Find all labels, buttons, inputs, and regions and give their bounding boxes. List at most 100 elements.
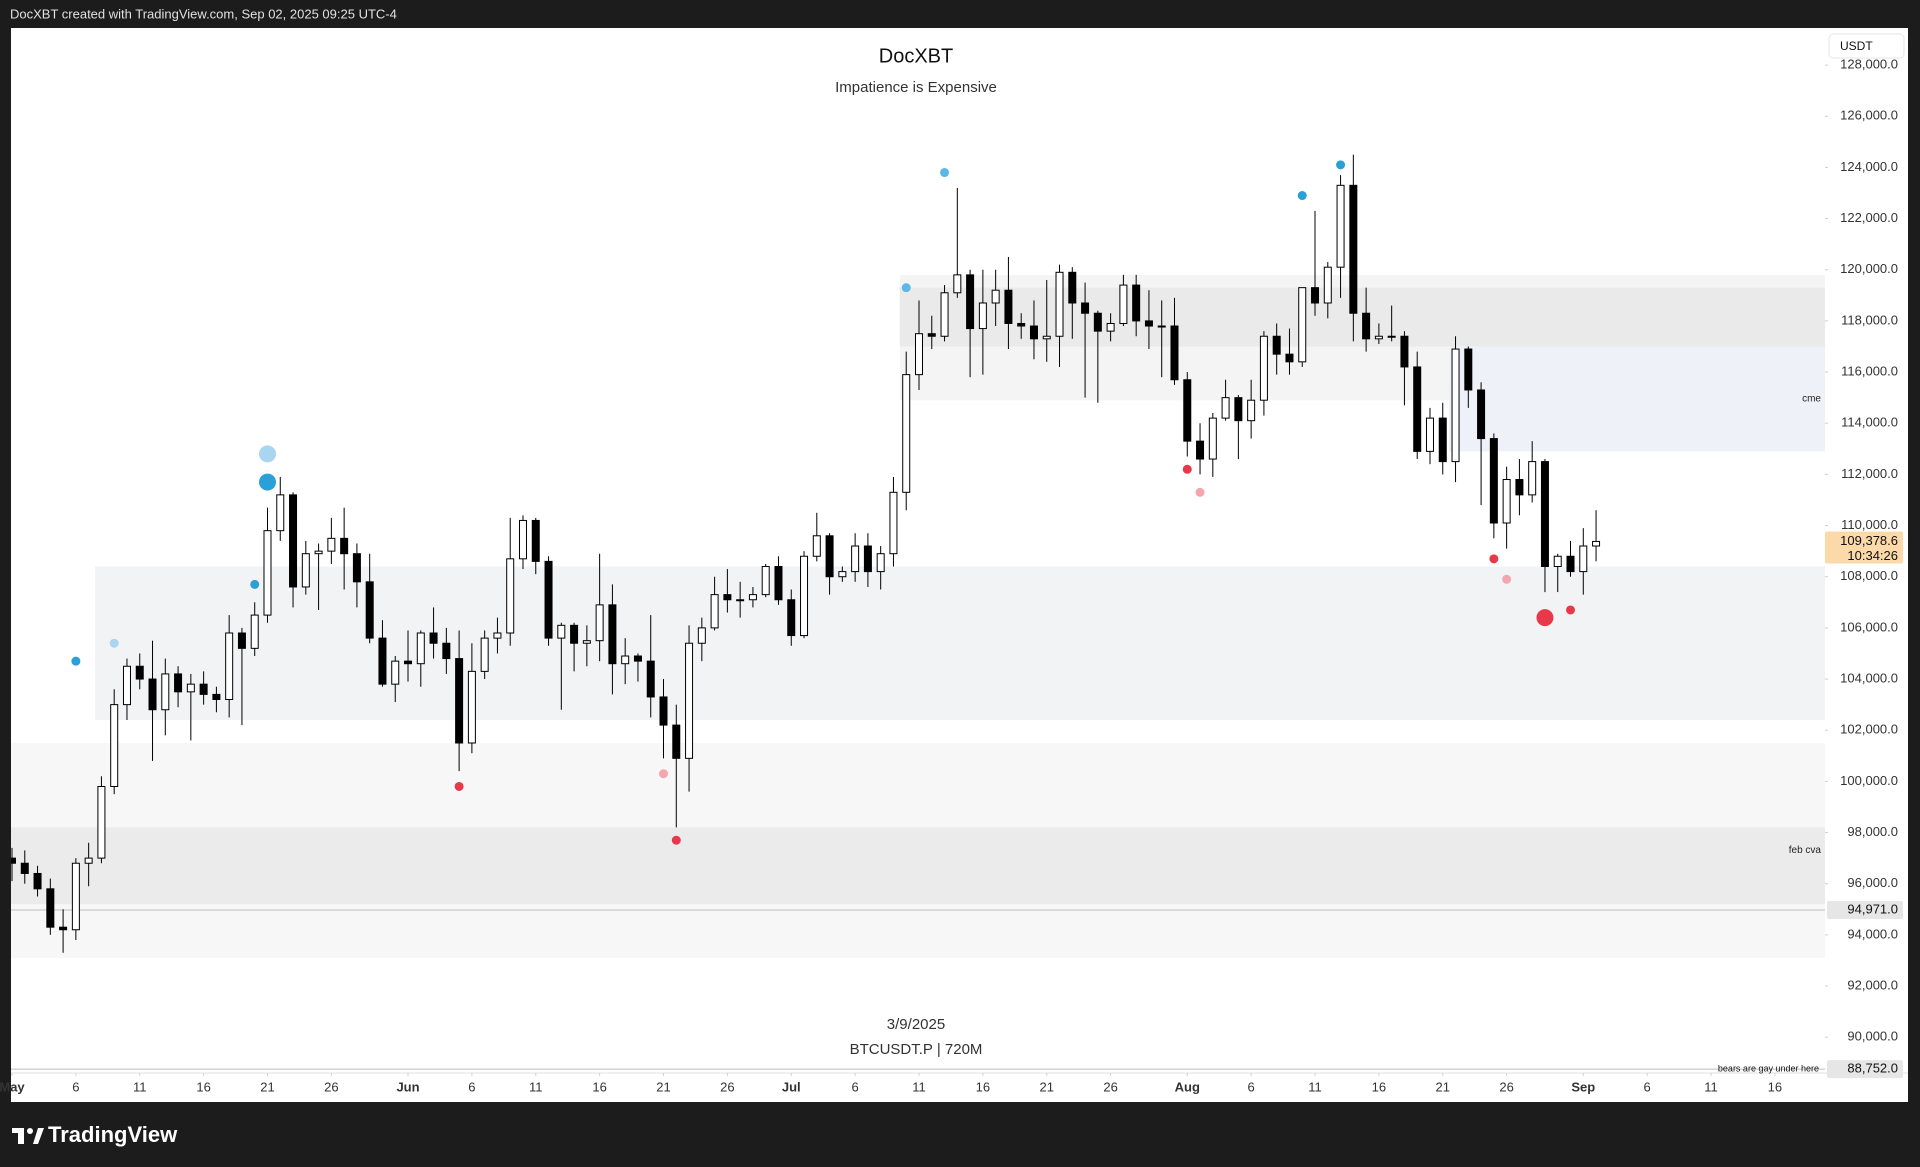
- candle-body: [314, 550, 323, 555]
- candle-body: [1183, 379, 1192, 442]
- candle-body: [1055, 271, 1064, 337]
- candle-body: [1017, 322, 1026, 327]
- y-tick-label: 122,000.0: [1840, 210, 1898, 225]
- candle-body: [480, 637, 489, 672]
- x-tick-label: 6: [852, 1079, 859, 1094]
- x-tick-label: 26: [324, 1079, 338, 1094]
- x-tick-label: 26: [1499, 1079, 1513, 1094]
- x-tick-label: 26: [1103, 1079, 1117, 1094]
- candle-body: [1579, 545, 1588, 573]
- candle-body: [889, 491, 898, 555]
- candle-body: [237, 632, 246, 649]
- signal-dot: [71, 656, 81, 666]
- candle-body: [1221, 397, 1230, 419]
- candle-body: [1157, 325, 1166, 328]
- candle-body: [1425, 417, 1434, 452]
- candle-body: [697, 627, 706, 644]
- x-tick-label: 16: [1372, 1079, 1386, 1094]
- zone: [1449, 346, 1825, 452]
- candle-body: [1464, 348, 1473, 391]
- level-label: 94,971.0: [1847, 901, 1898, 916]
- candle-body: [1132, 284, 1141, 322]
- candle-body: [1119, 284, 1128, 324]
- x-tick-label: 11: [529, 1079, 543, 1094]
- candle-body: [1029, 325, 1038, 340]
- logo-shape: [18, 1128, 24, 1144]
- candle-body: [1247, 399, 1256, 422]
- candle-body: [557, 624, 566, 639]
- logo-shape: [33, 1128, 44, 1144]
- candle-body: [1515, 479, 1524, 496]
- symbol-label: BTCUSDT.P | 720M: [850, 1041, 983, 1058]
- candle-body: [1311, 287, 1320, 304]
- candle-body: [1553, 555, 1562, 567]
- candle-body: [186, 683, 195, 693]
- candle-body: [672, 724, 681, 759]
- header-text: DocXBT created with TradingView.com, Sep…: [10, 6, 397, 21]
- candle-body: [978, 302, 987, 330]
- y-tick-label: 124,000.0: [1840, 159, 1898, 174]
- y-tick-label: 100,000.0: [1840, 773, 1898, 788]
- signal-dot: [1195, 487, 1205, 497]
- x-tick-label: 21: [1040, 1079, 1054, 1094]
- level-box: [1827, 1060, 1903, 1079]
- candle-body: [467, 670, 476, 744]
- watermark-date: 3/9/2025: [887, 1016, 945, 1033]
- candle-body: [110, 704, 119, 787]
- signal-dot: [1566, 605, 1576, 615]
- candle-body: [633, 655, 642, 662]
- level-note: bears are gay under here: [1718, 1063, 1819, 1073]
- x-tick-label: Sep: [1571, 1079, 1595, 1094]
- candle-body: [455, 658, 464, 744]
- candle-body: [1387, 335, 1396, 338]
- x-tick-label: 11: [1308, 1079, 1322, 1094]
- candle-body: [250, 614, 259, 649]
- x-tick-label: 21: [260, 1079, 274, 1094]
- candle-body: [276, 494, 285, 532]
- currency-box: [1828, 33, 1905, 59]
- candle-body: [33, 872, 42, 890]
- candle-body: [646, 660, 655, 698]
- signal-dot: [671, 835, 681, 845]
- candle-body: [1451, 348, 1460, 463]
- y-tick-label: 126,000.0: [1840, 108, 1898, 123]
- candle-body: [1400, 335, 1409, 368]
- candle-body: [429, 632, 438, 644]
- x-tick-label: 16: [976, 1079, 990, 1094]
- candle-body: [1093, 312, 1102, 332]
- candle-body: [1068, 271, 1077, 304]
- x-tick-label: 6: [1248, 1079, 1255, 1094]
- signal-dot: [659, 769, 669, 779]
- signal-dot: [1182, 464, 1192, 474]
- candle-body: [940, 292, 949, 337]
- x-tick-label: Jul: [782, 1079, 801, 1094]
- candle-body: [1144, 320, 1153, 327]
- candle-body: [378, 637, 387, 685]
- candle-body: [506, 558, 515, 634]
- x-tick-label: 16: [592, 1079, 606, 1094]
- candle-body: [20, 862, 29, 874]
- x-tick-label: 11: [133, 1079, 147, 1094]
- y-tick-label: 94,000.0: [1847, 926, 1898, 941]
- candle-body: [774, 565, 783, 601]
- last-price-box: [1825, 531, 1903, 564]
- candle-body: [838, 571, 847, 578]
- signal-dot: [1502, 574, 1512, 584]
- signal-dot: [258, 473, 276, 491]
- candle-body: [1502, 479, 1511, 524]
- candle-body: [1528, 461, 1537, 496]
- level-box: [1827, 901, 1903, 920]
- y-tick-label: 116,000.0: [1841, 364, 1898, 379]
- level-label: 88,752.0: [1847, 1061, 1898, 1076]
- y-tick-label: 92,000.0: [1847, 977, 1898, 992]
- candle-body: [544, 560, 553, 639]
- candle-body: [761, 565, 770, 596]
- candle-body: [340, 537, 349, 555]
- y-tick-label: 118,000.0: [1841, 312, 1898, 327]
- candle-body: [493, 632, 502, 639]
- candle-body: [915, 333, 923, 376]
- candle-body: [11, 857, 16, 864]
- footer-logo: [12, 1128, 44, 1144]
- candle-body: [902, 374, 911, 493]
